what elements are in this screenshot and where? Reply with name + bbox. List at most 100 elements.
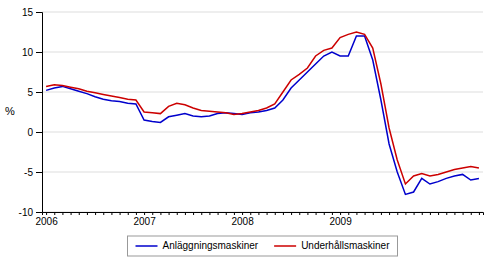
tick [479,212,480,215]
tick-mark [405,212,406,215]
tick: -5 [24,167,42,178]
axis-title: % [5,105,15,117]
tick [422,212,423,215]
tick-mark [226,212,227,215]
tick-label: 10 [22,47,34,58]
tick [356,212,357,215]
tick-mark [209,212,210,215]
tick [95,212,96,215]
tick-mark [193,212,194,215]
tick [87,212,88,215]
legend-swatch [274,245,296,247]
tick-mark [185,212,186,215]
axis-line [43,213,484,216]
tick [71,212,72,215]
tick [201,212,202,215]
tick-mark [136,212,137,215]
tick-mark [144,212,145,215]
grid-line [42,132,483,133]
line [46,36,479,194]
tick [111,212,112,215]
tick [152,212,153,215]
tick-mark [356,212,357,215]
tick [454,212,455,215]
tick-mark [373,212,374,215]
tick-mark [316,212,317,215]
tick [332,212,333,215]
tick-mark [46,212,47,215]
tick [397,212,398,215]
tick [389,212,390,215]
tick [160,212,161,215]
tick [291,212,292,215]
tick [177,212,178,215]
tick-mark [422,212,423,215]
grid-line [42,52,483,53]
legend: Anläggningsmaskiner Underhållsmaskiner [128,236,398,256]
tick [267,212,268,215]
tick: 5 [27,87,42,98]
tick [128,212,129,215]
tick [169,212,170,215]
tick-mark [307,212,308,215]
tick [438,212,439,215]
tick [307,212,308,215]
tick [234,212,235,215]
tick [79,212,80,215]
tick: 2009 [329,212,352,227]
tick-mark [36,132,42,133]
legend-item: Anläggningsmaskiner [136,240,259,251]
tick: 2007 [133,212,156,227]
tick [62,212,63,215]
tick [324,212,325,215]
tick-mark [250,212,251,215]
tick [381,212,382,215]
tick-mark [471,212,472,215]
tick-mark [169,212,170,215]
tick-mark [267,212,268,215]
tick-mark [95,212,96,215]
tick [120,212,121,215]
tick-label: 5 [27,87,33,98]
tick-label: 2006 [35,216,58,227]
tick-mark [463,212,464,215]
tick [348,212,349,215]
tick-mark [36,92,42,93]
tick-mark [103,212,104,215]
tick-label: -10 [19,207,34,218]
grid-line [42,92,483,93]
tick-label: 2009 [329,216,352,227]
grid-line [42,12,483,13]
tick [299,212,300,215]
plot-area [46,32,479,194]
tick-mark [283,212,284,215]
tick-mark [234,212,235,215]
tick-mark [242,212,243,215]
x-axis: 2006 2007 2008 2009 [35,212,483,227]
tick-label: -5 [24,167,33,178]
tick-mark [111,212,112,215]
tick [446,212,447,215]
tick-mark [218,212,219,215]
tick: 2008 [231,212,254,227]
tick-mark [324,212,325,215]
tick [258,212,259,215]
tick-mark [160,212,161,215]
tick: 15 [22,7,42,18]
tick-mark [479,212,480,215]
tick-mark [201,212,202,215]
tick [365,212,366,215]
tick-mark [120,212,121,215]
tick-mark [454,212,455,215]
tick [226,212,227,215]
tick-mark [177,212,178,215]
tick-mark [87,212,88,215]
tick [250,212,251,215]
tick-mark [381,212,382,215]
tick-mark [397,212,398,215]
tick-mark [62,212,63,215]
tick-mark [54,212,55,215]
legend-item: Underhållsmaskiner [274,240,390,251]
tick-mark [36,52,42,53]
tick-mark [152,212,153,215]
